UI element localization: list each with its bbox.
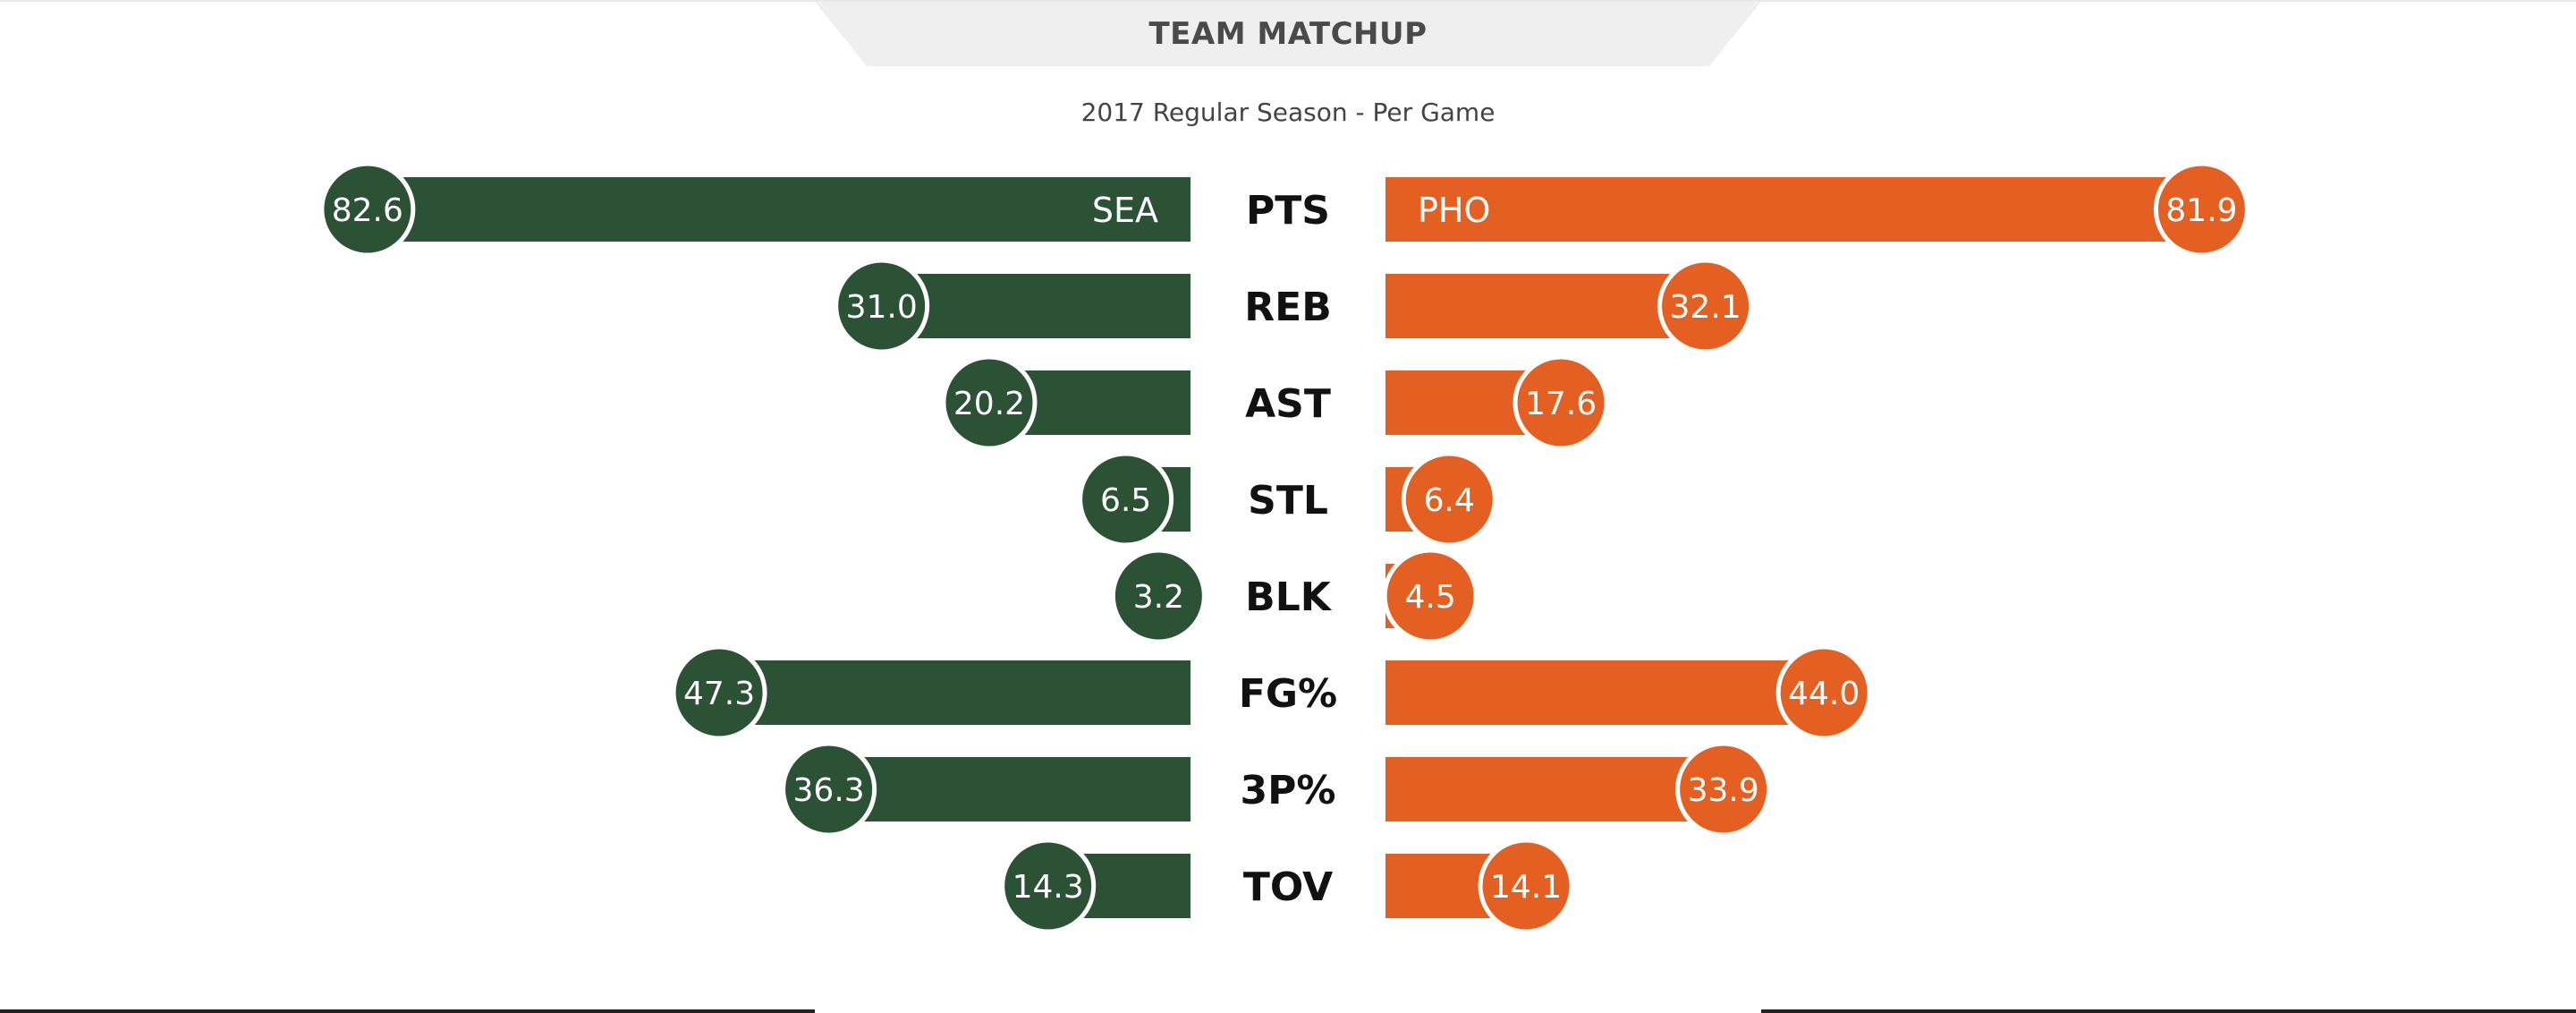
bar-sea-6: [828, 757, 1191, 821]
value-label-pho-0: 81.9: [2165, 192, 2237, 229]
value-circle-sea-6: [781, 741, 877, 838]
value-label-pho-6: 33.9: [1688, 772, 1759, 809]
value-label-sea-1: 31.0: [846, 289, 918, 326]
category-label-3p-pct: 3P%: [1241, 768, 1336, 813]
value-label-sea-3: 6.5: [1100, 482, 1151, 519]
value-label-sea-7: 14.3: [1013, 869, 1084, 906]
top-rule: [0, 0, 2576, 2]
category-label-ast: AST: [1245, 381, 1331, 427]
value-circle-sea-7: [1000, 838, 1097, 934]
category-label-fg-pct: FG%: [1239, 671, 1337, 717]
value-label-pho-1: 32.1: [1670, 289, 1741, 326]
value-circle-pho-4: [1382, 548, 1479, 644]
value-circle-pho-6: [1675, 741, 1772, 838]
value-label-pho-4: 4.5: [1404, 579, 1455, 616]
team-label-pho: PHO: [1418, 191, 1490, 230]
chart-subtitle: 2017 Regular Season - Per Game: [1080, 98, 1496, 127]
value-circle-sea-5: [671, 644, 767, 741]
value-circle-sea-4: [1110, 548, 1207, 644]
bar-sea-0: [367, 177, 1191, 242]
bar-pho-1: [1385, 274, 1706, 338]
value-circle-pho-7: [1478, 838, 1574, 934]
value-label-sea-4: 3.2: [1133, 579, 1184, 616]
value-circle-pho-3: [1401, 451, 1497, 548]
value-circle-pho-1: [1657, 258, 1754, 354]
category-label-tov: TOV: [1243, 864, 1333, 910]
category-label-reb: REB: [1244, 285, 1331, 330]
value-circle-sea-0: [319, 161, 416, 258]
value-label-sea-2: 20.2: [953, 386, 1025, 422]
value-circle-sea-2: [941, 354, 1038, 451]
value-circle-pho-5: [1775, 644, 1872, 741]
value-label-sea-5: 47.3: [683, 676, 755, 712]
bar-sea-1: [881, 274, 1191, 338]
header-tab: [815, 2, 1761, 66]
value-label-pho-7: 14.1: [1490, 869, 1562, 906]
value-label-sea-0: 82.6: [332, 192, 403, 229]
value-label-pho-3: 6.4: [1424, 482, 1475, 519]
bar-pho-6: [1385, 757, 1724, 821]
value-label-pho-5: 44.0: [1788, 676, 1860, 712]
bar-pho-5: [1385, 660, 1825, 725]
value-circle-sea-1: [834, 258, 930, 354]
bottom-bar-right: [1761, 1009, 2576, 1013]
bottom-bar-left: [0, 1009, 815, 1013]
bar-sea-5: [719, 660, 1191, 725]
category-label-stl: STL: [1248, 478, 1328, 524]
value-label-pho-2: 17.6: [1525, 386, 1597, 422]
value-circle-pho-0: [2153, 161, 2250, 258]
value-circle-sea-3: [1078, 451, 1174, 548]
value-circle-pho-2: [1513, 354, 1609, 451]
category-label-blk: BLK: [1245, 575, 1333, 620]
category-label-pts: PTS: [1246, 188, 1330, 234]
value-label-sea-6: 36.3: [793, 772, 865, 809]
team-label-sea: SEA: [1092, 191, 1158, 230]
bar-pho-0: [1385, 177, 2202, 242]
chart-title: TEAM MATCHUP: [1148, 16, 1428, 52]
